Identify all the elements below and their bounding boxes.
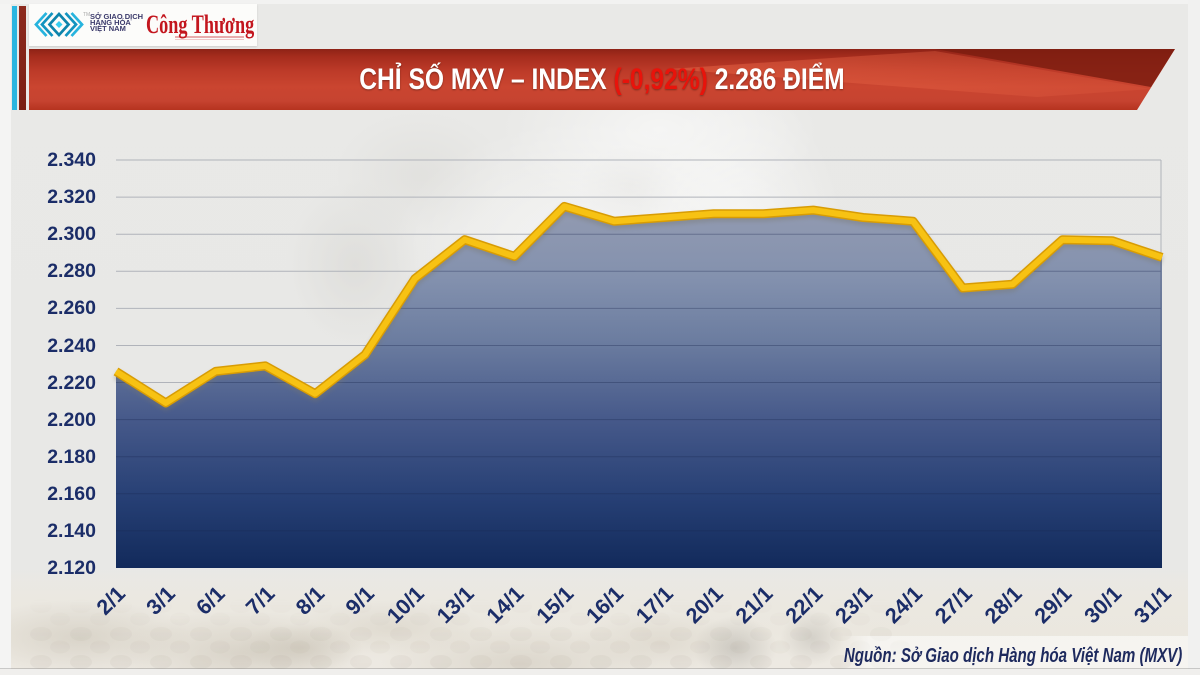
svg-text:20/1: 20/1: [681, 582, 728, 629]
svg-text:31/1: 31/1: [1129, 582, 1176, 629]
svg-text:21/1: 21/1: [731, 582, 778, 629]
svg-text:23/1: 23/1: [831, 582, 878, 629]
svg-text:24/1: 24/1: [880, 582, 927, 629]
svg-text:28/1: 28/1: [980, 582, 1027, 629]
svg-text:29/1: 29/1: [1030, 582, 1077, 629]
svg-text:14/1: 14/1: [482, 582, 529, 629]
svg-text:16/1: 16/1: [582, 582, 629, 629]
svg-text:6/1: 6/1: [192, 582, 230, 620]
svg-text:9/1: 9/1: [341, 582, 379, 620]
svg-text:27/1: 27/1: [930, 582, 977, 629]
svg-text:15/1: 15/1: [532, 582, 579, 629]
svg-text:22/1: 22/1: [781, 582, 828, 629]
svg-text:10/1: 10/1: [382, 582, 429, 629]
svg-text:30/1: 30/1: [1080, 582, 1127, 629]
svg-text:13/1: 13/1: [432, 582, 479, 629]
svg-text:3/1: 3/1: [142, 582, 180, 620]
svg-text:7/1: 7/1: [241, 582, 279, 620]
svg-text:17/1: 17/1: [631, 582, 678, 629]
svg-text:8/1: 8/1: [291, 582, 329, 620]
svg-text:2/1: 2/1: [92, 582, 130, 620]
